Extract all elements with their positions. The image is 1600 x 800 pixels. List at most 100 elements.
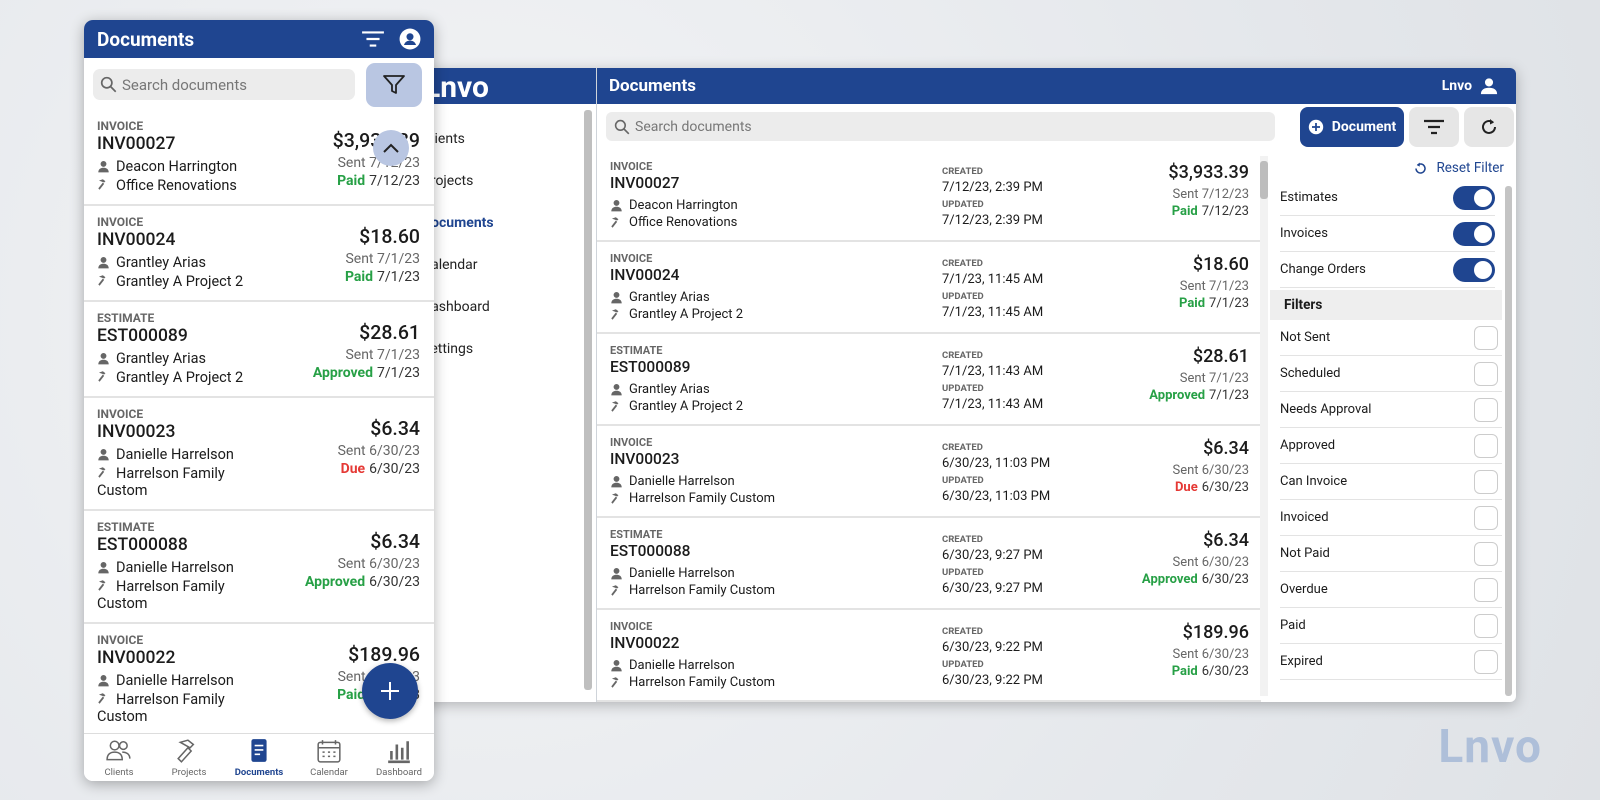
updated-label: UPDATED [942, 567, 984, 578]
new-document-button[interactable]: Document [1300, 107, 1404, 147]
filter-row[interactable]: Approved [1280, 428, 1502, 464]
sidebar-item[interactable]: Dashboard [422, 299, 490, 315]
desktop-window: Lnvo Documents Lnvo Clients Projects Docum… [420, 68, 1516, 702]
checkbox[interactable] [1474, 397, 1498, 422]
created-date: 6/30/23, 9:22 PM [942, 640, 1043, 655]
document-row[interactable]: INVOICE INV00027 Deacon Harrington Office R… [597, 150, 1261, 242]
mobile-title: Documents [97, 27, 195, 51]
checkbox[interactable] [1474, 469, 1498, 494]
nav-item[interactable]: Dashboard [364, 738, 434, 778]
sidebar-item[interactable]: Calendar [422, 257, 478, 273]
status-date: 7/12/23 [1201, 204, 1249, 219]
toggle-row[interactable]: Estimates [1280, 180, 1495, 216]
nav-item[interactable]: Calendar [294, 738, 364, 778]
refresh-button[interactable] [1464, 107, 1514, 147]
doc-number: EST000088 [610, 542, 691, 560]
mobile-filter-button[interactable] [366, 63, 422, 107]
status-line: Paid 7/1/23 [1179, 296, 1249, 311]
checkbox[interactable] [1474, 325, 1498, 350]
toggle-row[interactable]: Change Orders [1280, 252, 1495, 288]
sidebar-item[interactable]: Documents [422, 215, 494, 231]
filter-row[interactable]: Overdue [1280, 572, 1502, 608]
doc-type: INVOICE [610, 436, 653, 449]
filter-row[interactable]: Scheduled [1280, 356, 1502, 392]
checkbox[interactable] [1474, 613, 1498, 638]
nav-icon [388, 740, 410, 763]
doc-type: INVOICE [610, 160, 653, 173]
project-line: Harrelson Family Custom [97, 465, 257, 499]
item-left: ESTIMATE EST000088 Danielle Harrelson Harre… [97, 520, 305, 612]
checkbox[interactable] [1474, 649, 1498, 674]
filter-row[interactable]: Paid [1280, 608, 1502, 644]
checkbox[interactable] [1474, 577, 1498, 602]
add-button[interactable] [362, 663, 418, 719]
sidebar-item[interactable]: Projects [422, 173, 474, 189]
mobile-document-item[interactable]: INVOICE INV00024 Grantley Arias Grantley A … [84, 206, 434, 302]
item-left: INVOICE INV00023 Danielle Harrelson Harrels… [97, 407, 338, 499]
updated-label: UPDATED [942, 475, 984, 486]
project-line: Grantley A Project 2 [97, 273, 257, 290]
document-row[interactable]: INVOICE INV00023 Danielle Harrelson Harrels… [597, 426, 1261, 518]
filter-row[interactable]: Not Paid [1280, 536, 1502, 572]
sent: Sent 7/1/23 [1179, 279, 1249, 294]
updated-label: UPDATED [942, 383, 984, 394]
nav-item[interactable]: Clients [84, 738, 154, 778]
client: Deacon Harrington [629, 198, 738, 213]
checkbox[interactable] [1474, 433, 1498, 458]
project-line: Grantley A Project 2 [97, 369, 257, 386]
created-label: CREATED [942, 258, 983, 269]
filter-row[interactable]: Invoiced [1280, 500, 1502, 536]
scroll-top-button[interactable] [373, 130, 409, 166]
user-menu[interactable]: Lnvo [1442, 77, 1498, 95]
filter-row[interactable]: Expired [1280, 644, 1502, 680]
reset-filter[interactable]: Reset Filter [1413, 160, 1504, 176]
created-date: 7/1/23, 11:43 AM [942, 364, 1044, 379]
filter-row[interactable]: Needs Approval [1280, 392, 1502, 428]
checkbox[interactable] [1474, 361, 1498, 386]
doc-type: ESTIMATE [97, 520, 155, 534]
sort-icon[interactable] [361, 30, 385, 48]
document-row[interactable]: INVOICE INV00022 Danielle Harrelson Harrels… [597, 610, 1261, 702]
sent: Sent 6/30/23 [337, 443, 420, 459]
toggle-row[interactable]: Invoices [1280, 216, 1495, 252]
item-right: $6.34 Sent 6/30/23 Approved 6/30/23 [305, 520, 420, 612]
filter-row[interactable]: Can Invoice [1280, 464, 1502, 500]
divider [596, 68, 597, 702]
hammer-icon [98, 371, 106, 382]
nav-item[interactable]: Projects [154, 738, 224, 778]
checkbox[interactable] [1474, 505, 1498, 530]
mobile-search[interactable]: Search documents [93, 69, 355, 100]
document-row[interactable]: ESTIMATE EST000089 Grantley Arias Grantley … [597, 334, 1261, 426]
sidebar: Clients Projects Documents Calendar Dashboar… [420, 104, 596, 702]
checkbox[interactable] [1474, 541, 1498, 566]
updated-date: 6/30/23, 9:27 PM [942, 581, 1043, 596]
document-row[interactable]: INVOICE INV00024 Grantley Arias Grantley A … [597, 242, 1261, 334]
sidebar-item[interactable]: Settings [422, 341, 474, 357]
doc-number: INV00024 [610, 266, 680, 284]
account-icon[interactable] [399, 28, 421, 50]
filter-scrollbar [1505, 186, 1512, 696]
nav-icon [177, 738, 195, 763]
mobile-document-item[interactable]: INVOICE INV00023 Danielle Harrelson Harrels… [84, 398, 434, 511]
client: Grantley Arias [629, 290, 710, 305]
client: Deacon Harrington [116, 158, 238, 175]
person-icon [98, 674, 109, 687]
mobile-document-item[interactable]: ESTIMATE EST000089 Grantley Arias Grantley … [84, 302, 434, 398]
status-line: Approved 6/30/23 [305, 574, 420, 590]
toggle[interactable] [1453, 221, 1495, 246]
search-box[interactable]: Search documents [606, 112, 1275, 141]
nav-item[interactable]: Documents [224, 738, 294, 778]
doc-type: ESTIMATE [610, 344, 663, 357]
mobile-document-item[interactable]: ESTIMATE EST000088 Danielle Harrelson Harre… [84, 511, 434, 624]
toggle[interactable] [1453, 185, 1495, 210]
filter-button[interactable] [1409, 107, 1459, 147]
status-line: Paid 7/1/23 [345, 269, 420, 285]
hammer-icon [611, 585, 619, 596]
toggle[interactable] [1453, 257, 1495, 282]
status: Paid [1171, 664, 1198, 679]
status: Paid [1179, 296, 1206, 311]
filter-row[interactable]: Not Sent [1280, 320, 1502, 356]
document-row[interactable]: ESTIMATE EST000088 Danielle Harrelson Harre… [597, 518, 1261, 610]
project: Harrelson Family Custom [97, 465, 225, 499]
watermark: Lnvo [1438, 720, 1542, 774]
